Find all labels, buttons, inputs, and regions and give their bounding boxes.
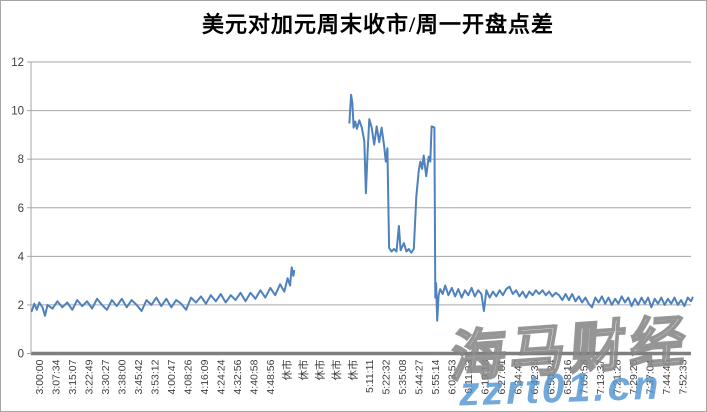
x-tick-label: 休市: [330, 360, 343, 381]
x-tick-label: 6:27:01: [496, 359, 508, 394]
x-tick-label: 3:45:42: [133, 359, 145, 394]
x-tick-label: 3:00:00: [34, 359, 46, 394]
x-tick-label: 3:07:34: [50, 359, 62, 394]
x-tick-label: 休市: [313, 360, 326, 381]
y-tick-label: 0: [18, 349, 24, 361]
x-tick-label: 4:40:58: [248, 359, 260, 394]
x-tick-label: 3:22:49: [83, 359, 95, 394]
series-line: [30, 266, 296, 317]
x-tick-label: 7:29:25: [628, 359, 640, 394]
x-tick-label: 6:03:53: [446, 359, 458, 394]
x-tick-label: 休市: [297, 360, 310, 381]
x-tick-label: 4:24:24: [215, 359, 227, 394]
chart-title: 美元对加元周末收市/周一开盘点差: [201, 12, 555, 37]
x-tick-label: 6:58:16: [562, 359, 574, 394]
x-tick-label: 7:21:28: [611, 359, 623, 394]
x-tick-label: 6:19:18: [479, 359, 491, 394]
x-tick-label: 7:05:58: [578, 359, 590, 394]
x-tick-label: 3:53:12: [149, 359, 161, 394]
x-tick-label: 5:35:08: [397, 359, 409, 394]
x-tick-label: 3:38:00: [116, 359, 128, 394]
x-tick-label: 5:44:27: [413, 359, 425, 394]
x-tick-label: 3:15:07: [67, 359, 79, 394]
x-tick-label: 4:00:47: [166, 359, 178, 394]
x-tick-label: 7:37:04: [644, 359, 656, 394]
y-tick-label: 12: [11, 57, 24, 69]
x-tick-label: 7:52:33: [677, 359, 689, 394]
x-tick-label: 6:42:35: [529, 359, 541, 394]
x-tick-label: 休市: [280, 360, 293, 381]
y-tick-label: 2: [18, 300, 24, 312]
x-tick-label: 7:13:37: [595, 359, 607, 394]
x-tick-label: 4:16:09: [199, 359, 211, 394]
x-tick-label: 5:11:11: [364, 359, 376, 393]
x-tick-label: 3:30:27: [100, 359, 112, 394]
x-tick-label: 5:55:14: [430, 359, 442, 394]
x-tick-label: 4:32:56: [232, 359, 244, 394]
y-tick-label: 10: [11, 106, 24, 118]
y-tick-label: 6: [18, 203, 24, 215]
y-tick-label: 4: [18, 251, 25, 263]
x-tick-label: 6:34:47: [512, 359, 524, 394]
y-tick-label: 8: [18, 154, 24, 166]
x-tick-label: 4:08:26: [182, 359, 194, 394]
x-tick-label: 5:22:32: [380, 359, 392, 394]
x-tick-label: 6:11:33: [463, 359, 475, 393]
series-line: [348, 93, 694, 322]
x-tick-label: 4:48:56: [265, 359, 277, 394]
x-tick-label: 休市: [346, 360, 359, 381]
x-tick-label: 6:50:24: [545, 359, 557, 394]
x-tick-label: 7:44:46: [661, 359, 673, 394]
